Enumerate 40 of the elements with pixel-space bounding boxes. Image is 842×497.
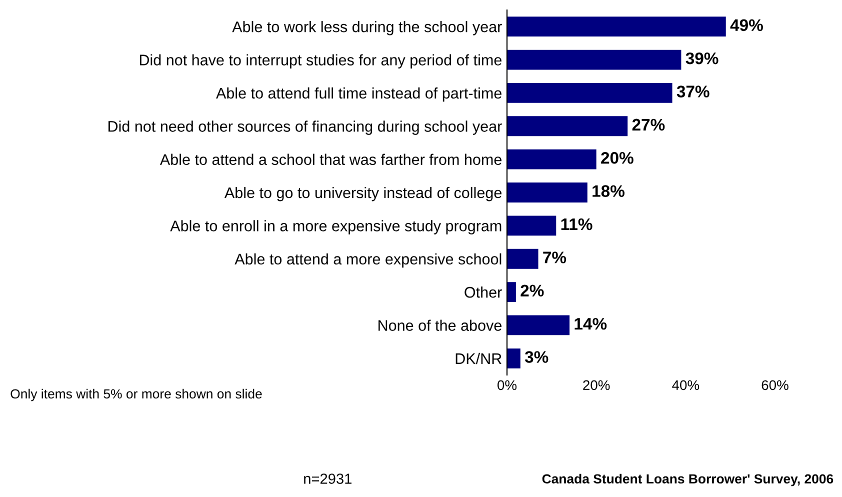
bar (507, 248, 538, 269)
bar (507, 116, 628, 136)
bar (507, 149, 596, 170)
text: Canada Student Loans Borrower' Survey, 2006 (542, 474, 834, 486)
y-tick-label: Able to attend full time instead of part-time (216, 87, 502, 102)
y-tick-label: Did not have to interrupt studies for any period of time (140, 54, 502, 68)
data-label: 39% (686, 52, 718, 64)
bar (507, 348, 520, 368)
y-tick-label: Able to go to university instead of college (224, 186, 502, 202)
y-tick-label: Did not need other sources of financing during school year (108, 120, 502, 135)
bar (507, 216, 556, 236)
x-tick-label: 20% (583, 380, 610, 390)
y-tick-label: Able to work less during the school year (232, 21, 502, 36)
y-tick-label: Other (464, 286, 502, 298)
x-tick-label: 40% (672, 380, 700, 390)
data-label: 37% (676, 86, 710, 98)
text: Only items with 5% or more shown on slide (10, 388, 262, 402)
bar (507, 83, 672, 103)
data-label: 14% (574, 318, 607, 330)
data-label: 11% (561, 218, 592, 230)
bar (507, 315, 570, 336)
x-tick-label: 0% (498, 380, 517, 390)
data-label: 20% (601, 152, 634, 164)
x-tick-label: 60% (762, 380, 788, 390)
bar (507, 50, 682, 70)
y-tick-label: DK/NR (456, 352, 502, 364)
y-tick-label: None of the above (378, 320, 502, 331)
data-label: 49% (730, 19, 763, 32)
data-label: 27% (632, 118, 665, 131)
y-tick-label: Able to attend a more expensive school (234, 253, 502, 268)
y-tick-label: Able to enroll in a more expensive study program (170, 220, 502, 234)
text: n=2931 (304, 474, 352, 484)
data-label: 2% (520, 284, 544, 296)
data-label: 3% (524, 351, 548, 363)
bar (507, 16, 726, 37)
data-label: 7% (543, 252, 566, 264)
y-tick-label: Able to attend a school that was farther from home (160, 154, 502, 166)
data-label: 18% (592, 185, 624, 197)
bar (507, 282, 516, 302)
bar (507, 182, 588, 202)
